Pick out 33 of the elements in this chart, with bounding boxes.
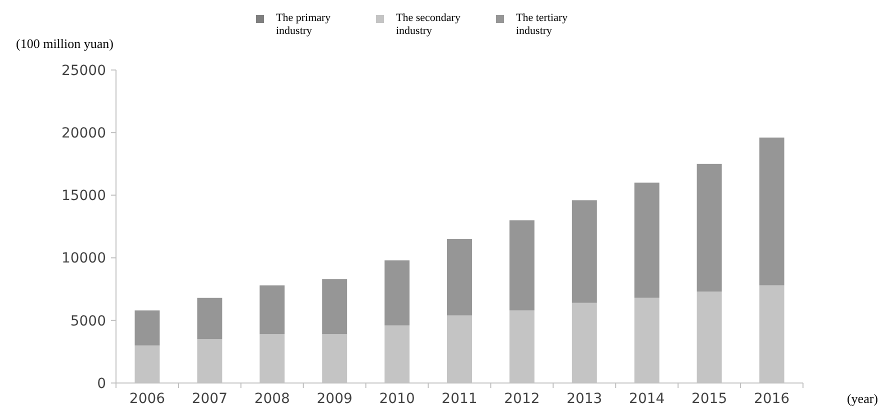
x-tick-label: 2012 (504, 391, 540, 407)
bar (134, 310, 160, 346)
bar (759, 138, 784, 286)
y-tick-label: 15000 (61, 188, 106, 204)
legend-label: The secondary industry (396, 12, 461, 37)
x-tick-label: 2007 (192, 391, 228, 407)
x-tick-label: 2011 (442, 391, 478, 407)
y-tick-label: 25000 (61, 62, 106, 79)
y-tick-label: 5000 (70, 313, 106, 330)
y-tick-label: 20000 (61, 126, 106, 142)
bar (696, 164, 722, 292)
bar (322, 279, 348, 334)
x-tick-label: 2015 (692, 391, 728, 407)
bar (197, 298, 222, 340)
y-axis-title: (100 million yuan) (16, 36, 114, 51)
legend-label: The primary industry (276, 12, 332, 37)
bar (572, 200, 597, 303)
x-tick-label: 2006 (129, 391, 166, 407)
x-tick-label: 2014 (629, 391, 665, 407)
x-tick-label: 2010 (379, 391, 415, 407)
x-tick-label: 2009 (316, 391, 352, 407)
bar (384, 260, 410, 326)
bar (509, 220, 534, 310)
x-axis-title: (year) (846, 391, 878, 406)
y-tick-label: 10000 (61, 250, 106, 267)
legend-label: The tertiary industry (516, 12, 568, 37)
bar (447, 239, 472, 316)
bar (260, 285, 285, 334)
x-tick-label: 2013 (566, 391, 602, 407)
x-tick-label: 2008 (254, 391, 290, 407)
x-tick-label: 2016 (754, 391, 790, 407)
bar (634, 182, 660, 298)
y-tick-label: 0 (97, 376, 106, 392)
